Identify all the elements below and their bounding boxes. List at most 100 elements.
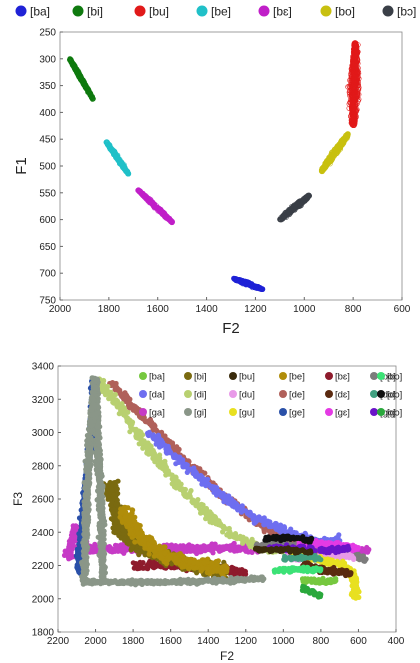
series-points [318,131,351,175]
x-tick-label: 800 [345,304,362,315]
legend-item: [bɛ] [258,5,292,19]
legend-item: [bi] [72,5,103,19]
data-point [108,516,114,522]
y-tick-label: 700 [39,269,56,280]
y-tick-label: 550 [39,188,56,199]
data-point [353,68,360,74]
data-point [130,560,136,566]
data-point [350,54,356,60]
data-point [214,566,220,572]
legend-label: [bi] [87,5,103,19]
legend-label: [bɛ] [273,5,292,19]
x-axis-label: F2 [222,320,240,337]
legend-marker [196,5,208,17]
data-point [80,80,86,86]
data-point [256,285,262,291]
data-point [127,396,133,402]
data-point [233,277,239,283]
data-point [114,543,121,549]
x-tick-label: 1200 [235,636,258,647]
series-points [103,139,132,177]
data-point [182,546,188,552]
data-point [120,163,126,169]
data-point [77,72,83,78]
data-point [240,279,246,285]
data-point [124,169,131,175]
data-point [351,44,358,50]
data-point [352,118,358,124]
x-tick-label: 2000 [49,304,72,315]
data-point [108,146,114,152]
data-point [143,565,149,571]
data-point [129,545,135,551]
data-point [257,286,263,292]
data-point [187,558,193,565]
legend-label: [be] [211,5,231,19]
data-point [122,166,128,173]
x-tick-label: 1400 [197,636,220,647]
data-point [107,482,114,488]
legend-marker [134,5,146,17]
data-point [107,548,113,554]
x-tick-label: 600 [350,636,367,647]
data-point [120,391,126,398]
x-axis-label: F2 [220,649,234,663]
series-points [277,192,313,223]
data-point [205,556,211,562]
data-point [204,566,210,572]
data-point [366,546,372,553]
chart-f2-f3: 2200 2000 1800 1600 1400 1200 1000 800 600 400180… [11,362,405,663]
data-point [154,563,160,569]
data-point [229,564,235,570]
y-tick-label: 3000 [32,428,55,439]
data-point [350,105,356,112]
data-point [194,550,200,557]
legend-marker [72,5,84,17]
data-point [236,278,242,284]
data-point [221,568,227,575]
data-point [131,518,138,525]
data-point [117,548,124,554]
data-point [113,528,119,534]
data-point [139,533,145,539]
data-point [113,380,119,387]
data-point [73,66,79,72]
data-point [261,529,267,535]
data-point [214,545,221,551]
data-point [355,86,361,92]
x-tick-label: 800 [313,636,330,647]
data-point [351,74,357,81]
legend-label: [bɔ] [397,5,416,19]
series-points [67,56,96,102]
data-point [247,282,253,288]
data-point [348,69,355,75]
data-point [350,112,356,118]
data-point [353,54,360,60]
data-point [174,444,180,450]
legend-label: [ba] [30,5,50,19]
data-point [122,514,128,520]
data-point [149,538,155,544]
data-point [146,547,152,553]
x-tick-label: 1600 [147,304,170,315]
y-tick-label: 1800 [32,628,55,639]
y-tick-label: 2000 [32,594,55,605]
data-point [353,80,359,86]
data-point [350,61,356,68]
data-point [173,560,179,566]
y-axis-label: F1 [13,157,30,175]
data-point [141,538,147,544]
data-point [179,564,185,570]
chart-f2-f1: 2000 1800 1600 1400 1200 1000 800 6002503003504… [13,5,416,338]
data-point [224,545,230,552]
data-point [134,548,140,554]
data-point [104,140,111,147]
data-point [118,535,124,541]
data-point [125,537,131,543]
data-point [118,509,124,515]
data-point [121,396,127,402]
data-point [194,543,200,550]
data-point [240,546,247,552]
data-point [110,509,116,516]
